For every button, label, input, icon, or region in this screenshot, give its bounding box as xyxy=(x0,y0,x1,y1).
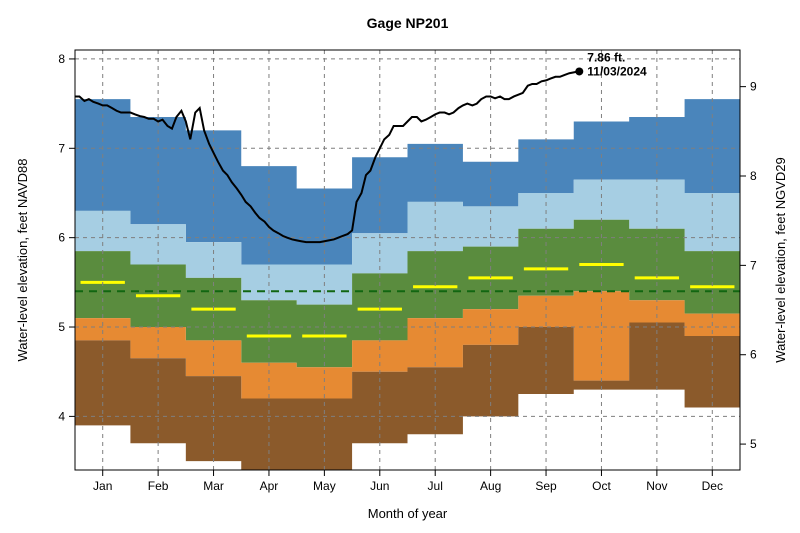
y-tick-label: 8 xyxy=(58,52,65,66)
x-tick-label: Apr xyxy=(260,479,279,493)
observed-end-marker xyxy=(575,67,583,75)
hydrograph-chart: 7.86 ft.11/03/2024 Jan Feb Mar Apr May Jun Jul A… xyxy=(0,0,800,533)
y-axis-label-left: Water-level elevation, feet NAVD88 xyxy=(15,158,30,361)
x-tick-label: Mar xyxy=(203,479,224,493)
chart-title: Gage NP201 xyxy=(367,15,449,31)
x-tick-label: May xyxy=(313,479,336,493)
y2-tick-label: 9 xyxy=(750,80,757,94)
y-tick-label: 6 xyxy=(58,231,65,245)
x-tick-label: Jun xyxy=(370,479,389,493)
x-tick-label: Sep xyxy=(535,479,557,493)
x-tick-label: Oct xyxy=(592,479,611,493)
y-tick-label: 4 xyxy=(58,409,65,423)
y2-tick-label: 8 xyxy=(750,169,757,183)
observed-value-label: 7.86 ft. xyxy=(587,50,625,64)
y2-tick-label: 5 xyxy=(750,437,757,451)
x-tick-label: Jul xyxy=(428,479,443,493)
observed-date-label: 11/03/2024 xyxy=(587,64,647,78)
x-axis-label: Month of year xyxy=(368,506,448,521)
y2-tick-label: 7 xyxy=(750,258,757,272)
y2-tick-label: 6 xyxy=(750,348,757,362)
x-tick-label: Nov xyxy=(646,479,667,493)
y-tick-label: 7 xyxy=(58,141,65,155)
y-axis-label-right: Water-level elevation, feet NGVD29 xyxy=(773,157,788,362)
x-tick-label: Feb xyxy=(148,479,169,493)
x-tick-label: Dec xyxy=(702,479,723,493)
y-tick-label: 5 xyxy=(58,320,65,334)
x-tick-label: Aug xyxy=(480,479,501,493)
x-tick-label: Jan xyxy=(93,479,112,493)
chart-container: 7.86 ft.11/03/2024 Jan Feb Mar Apr May Jun Jul A… xyxy=(0,0,800,533)
